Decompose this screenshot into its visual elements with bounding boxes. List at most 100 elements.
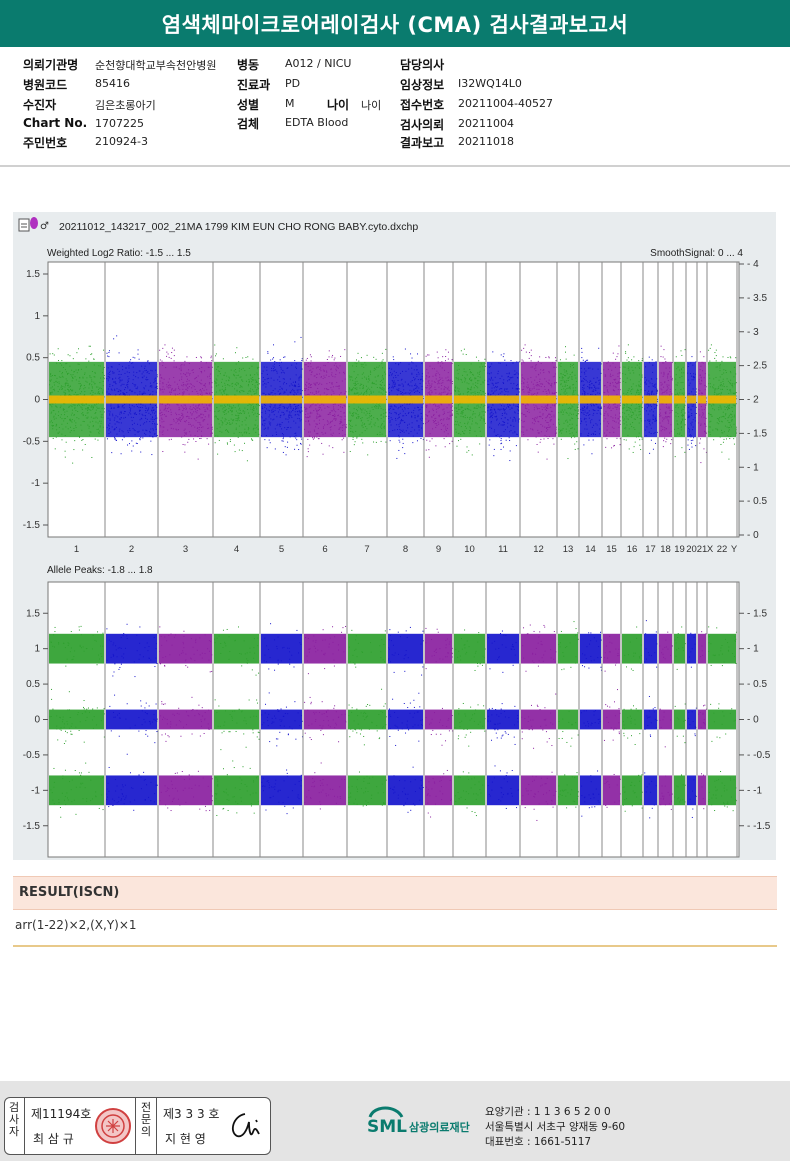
log2-point [123,407,125,409]
allele-point [328,646,330,648]
log2-point [120,393,122,395]
allele-point [223,807,225,809]
log2-point [345,424,347,426]
log2-point [182,406,184,408]
log2-point [79,387,81,389]
allele-point [66,797,68,799]
log2-point [308,406,310,408]
log2-point [215,382,217,384]
log2-point [168,378,170,380]
log2-point [58,381,60,383]
allele-point [406,720,408,722]
log2-point [201,394,203,396]
log2-point [391,385,393,387]
allele-point [325,793,327,795]
log2-point [295,381,297,383]
log2-point [107,373,109,375]
allele-point [226,628,228,630]
log2-point [85,408,87,410]
log2-point [73,404,75,406]
log2-point [153,382,155,384]
log2-point [186,378,188,380]
allele-point [120,663,122,665]
log2-point [443,388,445,390]
allele-point [277,659,279,661]
log2-point [418,425,420,427]
allele-point [70,733,72,735]
allele-point [271,721,273,723]
allele-point [148,645,150,647]
log2-point [336,366,338,368]
allele-point [82,782,84,784]
log2-point [251,365,253,367]
log2-point [298,377,300,379]
log2-point [72,462,74,464]
log2-point [361,417,363,419]
allele-point [113,671,115,673]
log2-point [77,411,79,413]
allele-point [414,804,416,806]
log2-point [132,366,134,368]
log2-point [241,450,243,452]
log2-point [323,404,325,406]
log2-point [461,406,463,408]
log2-point [238,431,240,433]
log2-point [225,429,227,431]
log2-point [341,427,343,429]
allele-point [52,708,54,710]
log2-point [76,372,78,374]
log2-point [73,393,75,395]
log2-point [126,384,128,386]
log2-point [58,427,60,429]
allele-point [209,671,211,673]
log2-point [395,412,397,414]
log2-point [208,443,210,445]
log2-point [299,385,301,387]
log2-point [108,350,110,352]
allele-point [256,699,258,701]
log2-point [272,389,274,391]
log2-point [78,418,80,420]
allele-point [71,733,73,735]
log2-point [252,358,254,360]
allele-point [155,703,157,705]
allele-point [383,803,385,805]
log2-point [444,360,446,362]
log2-point [194,418,196,420]
log2-point [416,390,418,392]
log2-point [75,394,77,396]
log2-point [380,425,382,427]
log2-point [351,425,353,427]
allele-point [133,661,135,663]
log2-point [446,407,448,409]
log2-point [316,373,318,375]
log2-point [416,432,418,434]
log2-point [422,398,424,400]
log2-point [253,390,255,392]
log2-point [60,387,62,389]
log2-point [210,355,212,357]
log2-point [229,377,231,379]
allele-point [344,713,346,715]
log2-point [106,427,108,429]
allele-point [367,801,369,803]
log2-point [92,408,94,410]
log2-point [348,423,350,425]
log2-point [133,374,135,376]
allele-point [439,780,441,782]
allele-point [381,783,383,785]
log2-point [377,419,379,421]
log2-point [437,405,439,407]
log2-point [162,386,164,388]
log2-point [363,366,365,368]
log2-point [204,419,206,421]
allele-point [146,784,148,786]
log2-point [134,392,136,394]
log2-point [176,429,178,431]
allele-point [389,661,391,663]
allele-point [339,796,341,798]
log2-point [233,419,235,421]
log2-point [339,423,341,425]
allele-point [449,641,451,643]
allele-point [344,720,346,722]
